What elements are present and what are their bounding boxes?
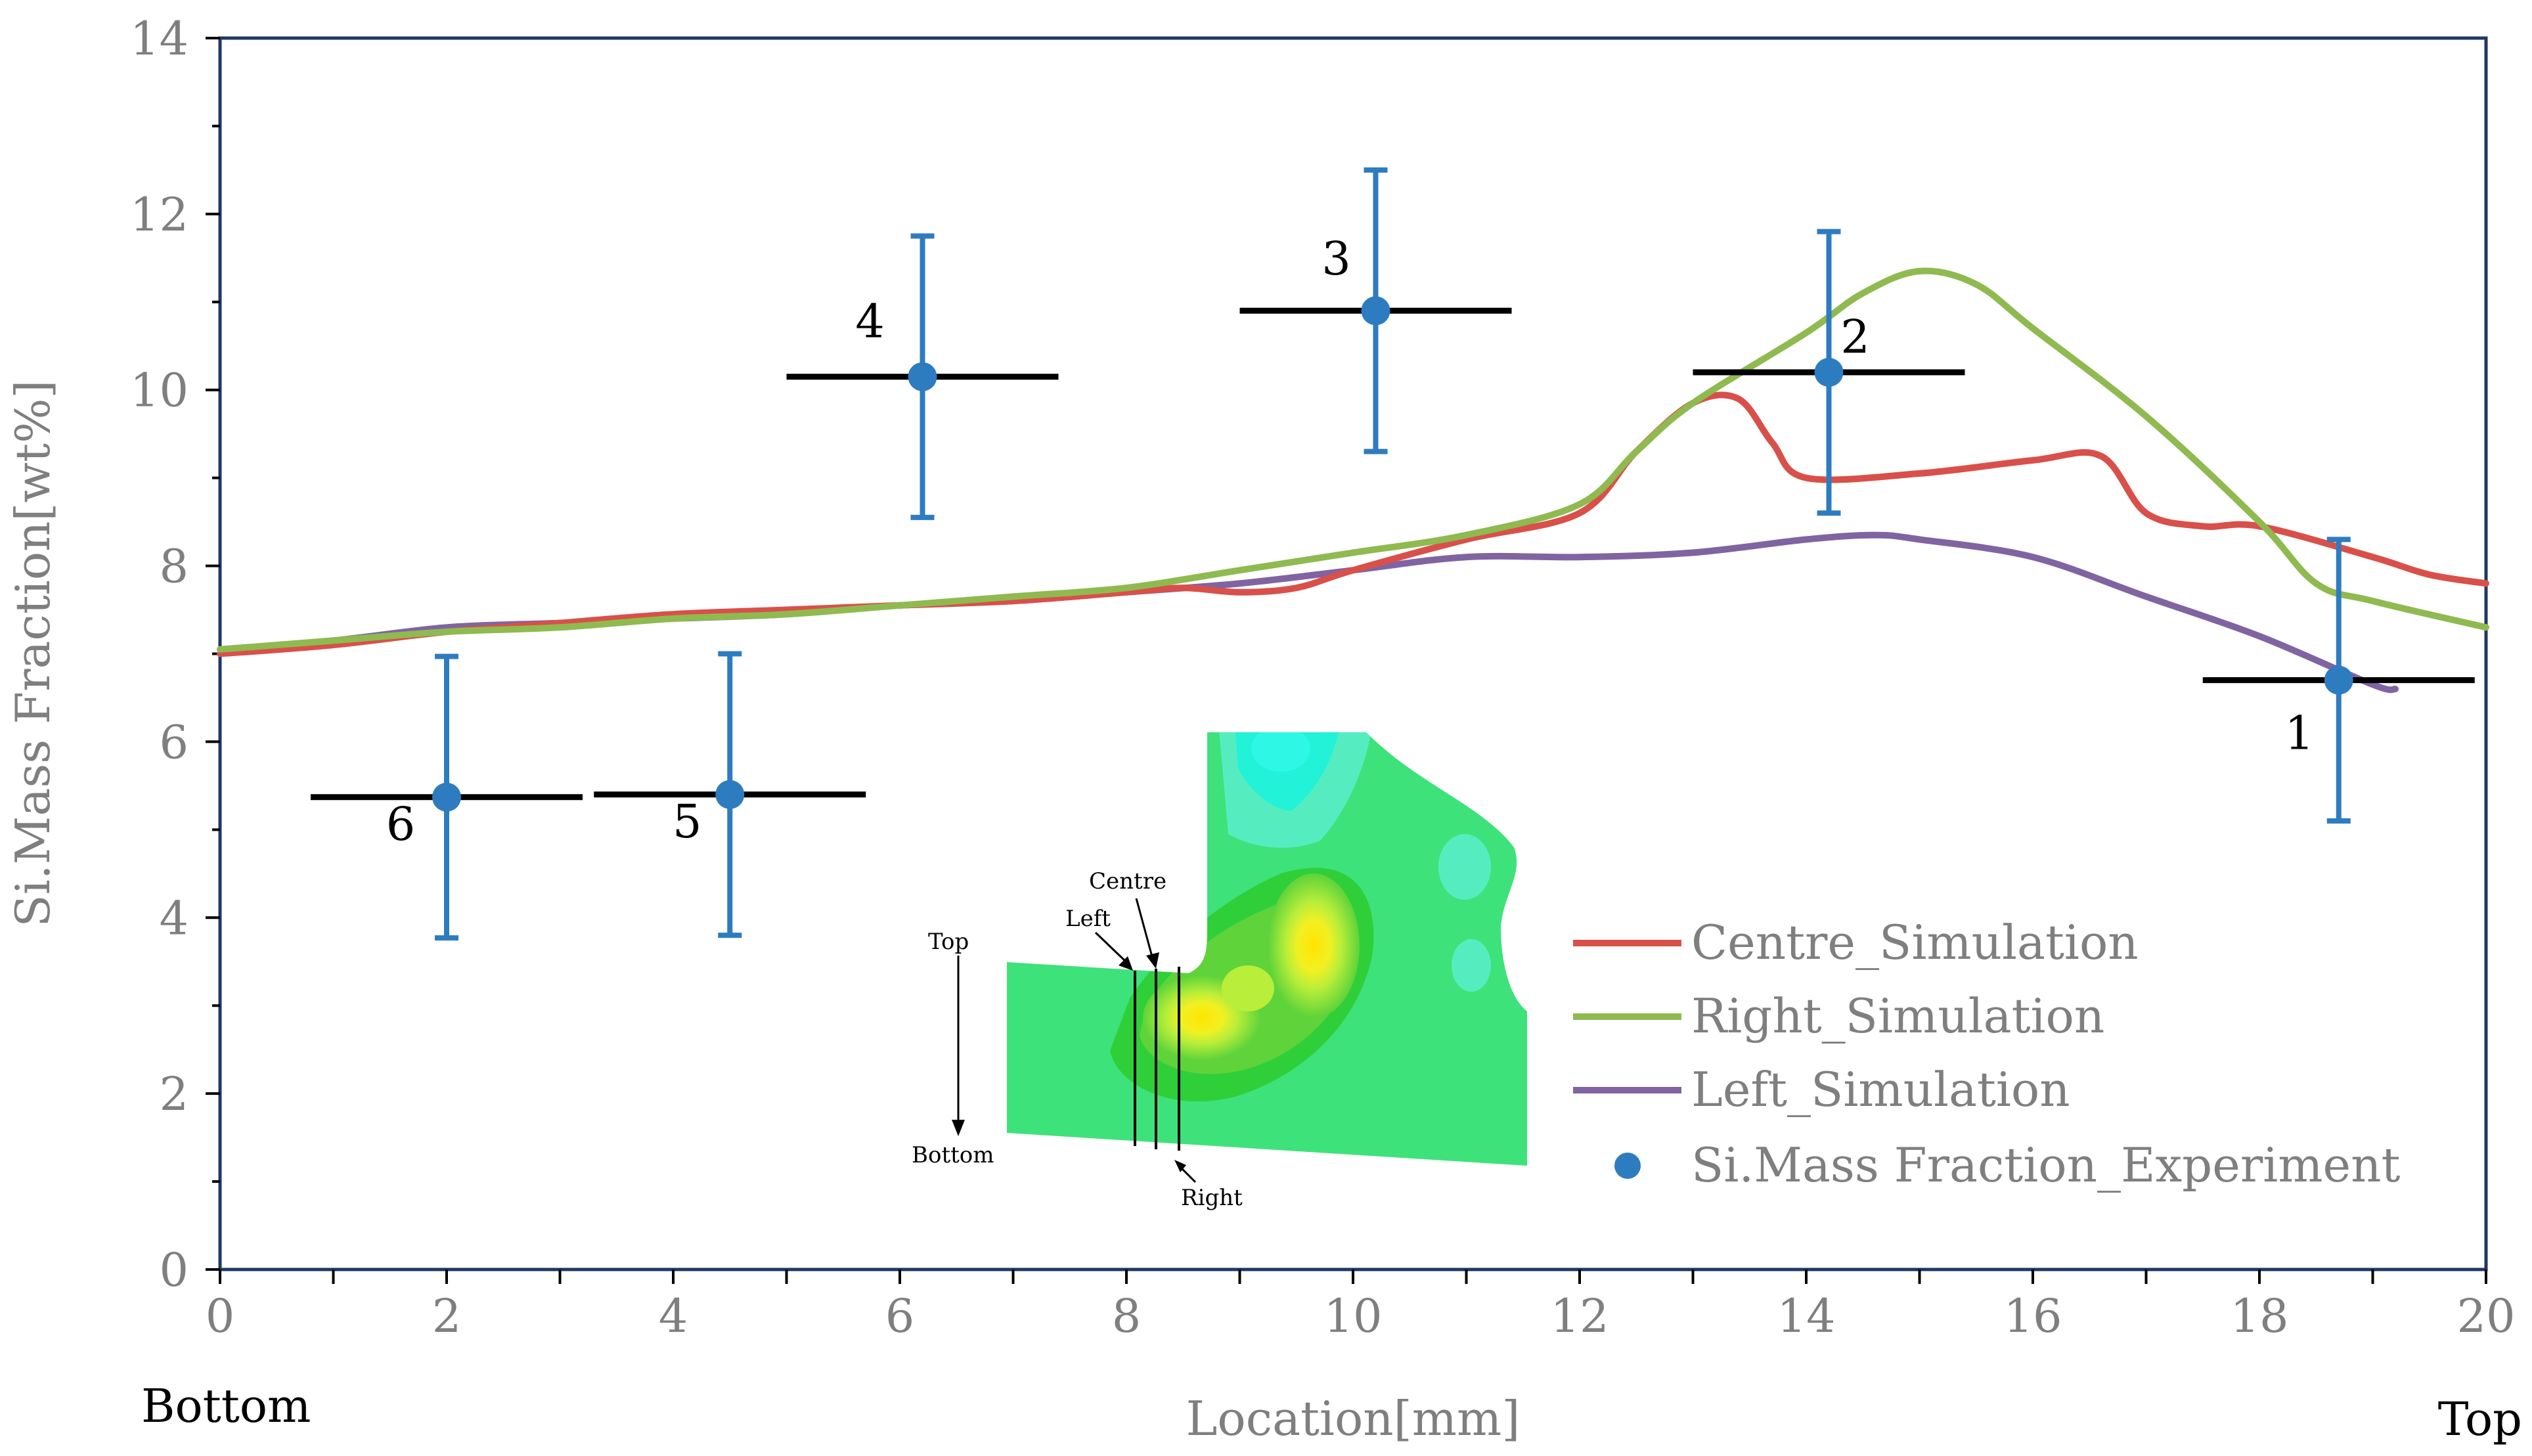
inset-contour-figure: Top Bottom Centre Left Right [912,732,1527,1211]
inset-label-top: Top [928,929,969,955]
experiment-point-label: 6 [386,797,416,851]
experiment-point-label: 5 [673,795,702,849]
y-tick-label: 10 [130,364,189,418]
x-tick-label: 20 [2456,1289,2515,1343]
experiment-point-label: 4 [855,295,885,349]
x-tick-label: 0 [206,1289,235,1343]
inset-label-centre: Centre [1089,868,1166,894]
inset-label-bottom: Bottom [912,1142,994,1168]
experiment-point [2324,665,2353,695]
inset-label-left: Left [1065,906,1111,932]
experiment-point-label: 2 [1840,310,1870,364]
x-tick-label: 14 [1777,1289,1835,1343]
y-tick-label: 4 [159,891,189,945]
x-tick-label: 12 [1550,1289,1609,1343]
series-line-centre-simulation [217,391,2489,657]
x-tick-label: 4 [659,1289,688,1343]
series-line-right-simulation [217,267,2489,653]
legend-label-right: Right_Simulation [1691,988,2104,1044]
y-tick-label: 14 [130,12,189,66]
y-tick-label: 0 [159,1243,189,1297]
y-axis-ticks: 0 2 4 6 8 10 12 14 [130,12,220,1297]
x-axis-end-label-bottom: Bottom [141,1379,311,1433]
y-tick-label: 6 [159,715,189,769]
experiment-point-label: 3 [1322,232,1351,286]
experiment-point [432,782,461,812]
x-tick-label: 10 [1323,1289,1382,1343]
x-axis-title: Location[mm] [1186,1391,1521,1446]
legend-label-centre: Centre_Simulation [1691,915,2139,970]
experiment-point [1814,357,1844,387]
experiment-point [908,362,937,391]
x-tick-label: 6 [885,1289,915,1343]
x-tick-label: 8 [1112,1289,1142,1343]
legend-swatch-experiment [1614,1153,1641,1179]
x-axis-end-label-top: Top [2438,1392,2522,1446]
y-axis-title: Si.Mass Fraction[wt%] [5,380,60,927]
simulation-series [217,267,2489,694]
legend: Centre_Simulation Right_Simulation Left_… [1573,915,2401,1193]
experiment-point [1361,296,1390,326]
x-tick-label: 18 [2230,1289,2288,1343]
experiment-point [715,780,745,809]
x-axis-ticks: 0 2 4 6 8 10 12 14 16 18 20 [206,1269,2516,1343]
x-tick-label: 2 [432,1289,462,1343]
y-tick-label: 12 [130,188,189,242]
y-tick-label: 2 [159,1067,189,1121]
experiment-series: 1 2 3 4 5 6 [311,167,2475,941]
y-tick-label: 8 [159,540,189,594]
legend-label-experiment: Si.Mass Fraction_Experiment [1691,1137,2401,1193]
experiment-point-label: 1 [2284,707,2314,761]
legend-label-left: Left_Simulation [1691,1062,2070,1117]
inset-label-right: Right [1181,1185,1243,1211]
x-tick-label: 16 [2003,1289,2062,1343]
